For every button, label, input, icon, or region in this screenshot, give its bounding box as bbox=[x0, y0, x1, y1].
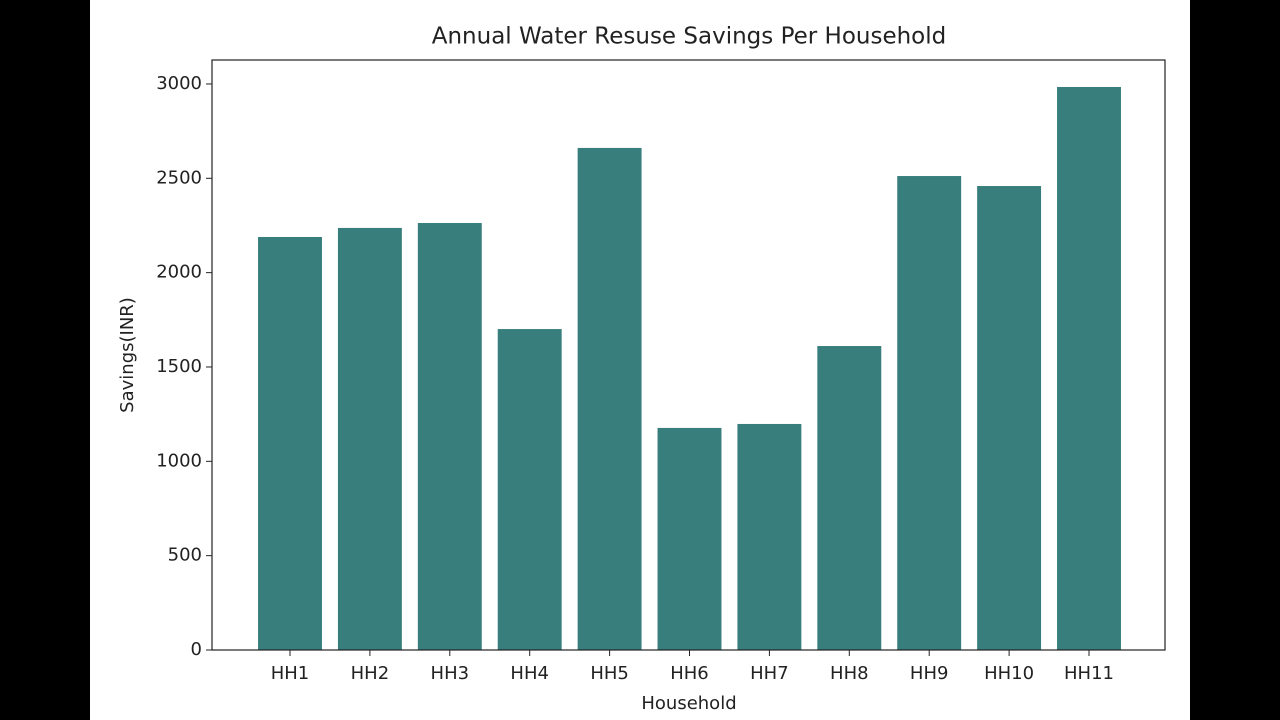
y-tick-label: 1500 bbox=[156, 356, 202, 377]
x-tick-label: HH11 bbox=[1064, 663, 1114, 684]
x-tick-label: HH2 bbox=[351, 663, 390, 684]
bar bbox=[258, 236, 322, 650]
bar bbox=[897, 176, 962, 651]
y-tick-label: 2500 bbox=[156, 167, 202, 188]
x-tick-label: HH4 bbox=[510, 663, 549, 684]
y-tick-label: 0 bbox=[191, 639, 202, 660]
x-tick-label: HH7 bbox=[750, 663, 789, 684]
bar bbox=[657, 427, 722, 650]
bar bbox=[1057, 86, 1121, 650]
y-tick-label: 500 bbox=[168, 545, 202, 566]
x-tick-label: HH8 bbox=[830, 663, 869, 684]
x-tick-label: HH6 bbox=[670, 663, 709, 684]
x-tick-label: HH9 bbox=[910, 663, 949, 684]
x-tick-label: HH3 bbox=[431, 663, 470, 684]
bar bbox=[977, 186, 1042, 651]
y-tick-label: 1000 bbox=[156, 450, 202, 471]
chart-title: Annual Water Resuse Savings Per Househol… bbox=[432, 24, 947, 50]
bar bbox=[417, 223, 482, 651]
bar bbox=[337, 227, 402, 650]
bar bbox=[817, 346, 882, 650]
x-tick-label: HH10 bbox=[984, 663, 1034, 684]
x-axis-label: Household bbox=[641, 693, 736, 714]
y-tick-label: 3000 bbox=[156, 73, 202, 94]
y-tick-label: 2000 bbox=[156, 262, 202, 283]
x-tick-label: HH5 bbox=[590, 663, 629, 684]
plot-frame bbox=[211, 59, 1166, 651]
bar bbox=[737, 423, 802, 650]
bar bbox=[577, 147, 642, 650]
bar bbox=[497, 329, 562, 650]
x-tick-label: HH1 bbox=[271, 663, 310, 684]
y-axis-label: Savings(INR) bbox=[117, 297, 138, 413]
